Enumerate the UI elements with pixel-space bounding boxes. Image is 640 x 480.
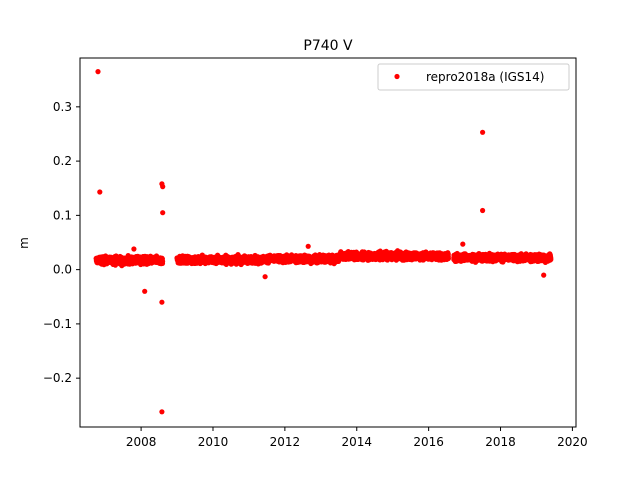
x-tick-label: 2008 (126, 435, 157, 449)
data-point (160, 258, 166, 264)
data-point-outlier (160, 184, 166, 190)
data-point-outlier (305, 243, 311, 249)
data-point-outlier (480, 129, 486, 135)
x-tick-label: 2018 (485, 435, 516, 449)
x-tick-label: 2012 (270, 435, 301, 449)
data-point-outlier (262, 274, 268, 280)
plot-points (93, 69, 554, 415)
x-tick-label: 2010 (198, 435, 229, 449)
data-point-outlier (131, 246, 137, 252)
x-tick-label: 2016 (413, 435, 444, 449)
y-tick-label: 0.2 (53, 154, 72, 168)
y-tick-label: 0.3 (53, 100, 72, 114)
y-tick-label: −0.2 (43, 371, 72, 385)
y-tick-label: −0.1 (43, 317, 72, 331)
x-tick-label: 2020 (557, 435, 588, 449)
data-point-outlier (159, 409, 165, 415)
data-point-outlier (160, 210, 166, 216)
data-point (445, 255, 451, 262)
legend-marker (394, 73, 400, 80)
y-tick-label: 0.1 (53, 208, 72, 222)
y-axis-label: m (17, 237, 31, 249)
data-point-outlier (480, 207, 486, 214)
data-point-outlier (159, 299, 165, 305)
x-tick-label: 2014 (341, 435, 372, 449)
data-point-outlier (142, 288, 148, 294)
data-point-outlier (460, 241, 466, 247)
y-tick-label: 0.0 (53, 263, 72, 277)
legend-label: repro2018a (IGS14) (426, 70, 544, 84)
data-point-outlier (97, 189, 103, 195)
chart-title: P740 V (303, 38, 353, 54)
data-point-outlier (541, 272, 547, 278)
data-point-outlier (95, 69, 101, 75)
data-point (548, 256, 554, 263)
legend: repro2018a (IGS14) (377, 63, 570, 91)
